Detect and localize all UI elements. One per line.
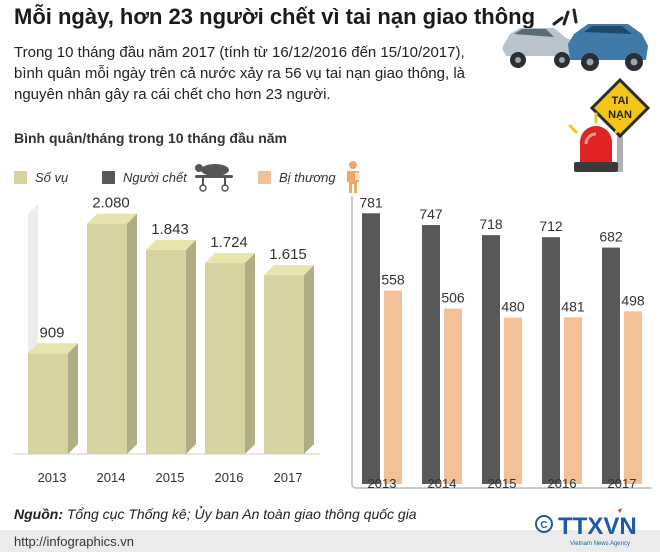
- bar-side-cases-2013: [68, 343, 78, 454]
- bar-injured-2013: [384, 290, 402, 484]
- legend-swatch-cases: [14, 170, 27, 184]
- bar-cases-2017: [264, 275, 304, 454]
- bar-deaths-2016: [542, 237, 560, 484]
- ttxvn-logo: C TTXVN Vietnam News Agency: [535, 508, 637, 547]
- bar-injured-2017: [624, 311, 642, 484]
- data-label-injured-2015: 480: [501, 299, 525, 315]
- bar-injured-2015: [504, 317, 522, 484]
- x-tick-left-2015: 2015: [156, 470, 185, 485]
- bar-top-cases-2016: [205, 253, 255, 264]
- injured-person-icon: [346, 161, 361, 193]
- bar-injured-2014: [444, 308, 462, 484]
- x-tick-right-2017: 2017: [608, 476, 637, 491]
- x-tick-right-2015: 2015: [488, 476, 517, 491]
- logo-text: TTXVN: [558, 513, 637, 540]
- legend-label-cases: Số vụ: [35, 169, 69, 185]
- bar-cases-2015: [146, 249, 186, 454]
- data-label-cases-2013: 909: [39, 324, 64, 341]
- bar-top-cases-2017: [264, 265, 314, 276]
- accident-sign-icon: TAI NẠN: [590, 78, 650, 172]
- data-label-deaths-2017: 682: [599, 229, 623, 245]
- x-tick-left-2017: 2017: [274, 470, 303, 485]
- footer-url[interactable]: http://infographics.vn: [14, 534, 134, 549]
- data-label-deaths-2014: 747: [419, 206, 443, 222]
- data-label-cases-2016: 1.724: [210, 234, 248, 251]
- sign-text-2: NẠN: [608, 109, 632, 121]
- copyright-icon: [535, 515, 553, 533]
- chart-subtitle: Bình quân/tháng trong 10 tháng đầu năm: [14, 130, 287, 146]
- bar-side-cases-2017: [304, 265, 314, 454]
- source-text: Tổng cục Thống kê; Ủy ban An toàn giao t…: [66, 506, 417, 522]
- bar-top-cases-2015: [146, 239, 196, 250]
- x-tick-left-2013: 2013: [38, 470, 67, 485]
- data-label-cases-2017: 1.615: [269, 246, 307, 263]
- data-label-deaths-2013: 781: [359, 194, 383, 210]
- charts-svg: 909 2013 2.080 2014 1.843 2015 1.724 2016 1.615 2…: [14, 194, 652, 491]
- data-label-injured-2013: 558: [381, 272, 405, 288]
- x-tick-right-2016: 2016: [548, 476, 577, 491]
- logo-subtext: Vietnam News Agency: [570, 541, 630, 547]
- data-label-injured-2014: 506: [441, 290, 465, 306]
- data-label-injured-2017: 498: [621, 292, 645, 308]
- x-tick-left-2016: 2016: [215, 470, 244, 485]
- legend-item-injured: Bị thương: [258, 160, 364, 194]
- emergency-siren-icon: [568, 112, 624, 172]
- x-tick-right-2014: 2014: [428, 476, 457, 491]
- page-title: Mỗi ngày, hơn 23 người chết vì tai nạn g…: [14, 4, 536, 29]
- bar-side-cases-2014: [127, 213, 137, 454]
- legend: Số vụ Người chết Bị thương: [14, 160, 414, 194]
- legend-swatch-injured: [258, 170, 271, 184]
- data-label-deaths-2016: 712: [539, 218, 563, 234]
- svg-text:C: C: [540, 520, 547, 531]
- bar-deaths-2015: [482, 235, 500, 484]
- sign-text-1: TAI: [612, 95, 629, 107]
- bar-deaths-2017: [602, 247, 620, 484]
- bar-side-cases-2015: [186, 239, 196, 454]
- data-label-cases-2014: 2.080: [92, 195, 130, 212]
- legend-item-cases: Số vụ: [14, 160, 68, 194]
- bar-deaths-2014: [422, 225, 440, 485]
- data-label-cases-2015: 1.843: [151, 221, 189, 238]
- bar-top-cases-2014: [87, 213, 137, 224]
- legend-swatch-deaths: [102, 170, 115, 184]
- source-note: Nguồn: Tổng cục Thống kê; Ủy ban An toàn…: [14, 506, 417, 522]
- bar-side-cases-2016: [245, 253, 255, 454]
- footer-bar: [0, 530, 660, 552]
- legend-item-deaths: Người chết: [102, 160, 235, 194]
- bar-top-cases-2013: [28, 343, 78, 354]
- bar-deaths-2013: [362, 213, 380, 484]
- stretcher-icon: [194, 164, 233, 192]
- x-tick-left-2014: 2014: [97, 470, 126, 485]
- bar-cases-2014: [87, 223, 127, 454]
- bar-injured-2016: [564, 317, 582, 484]
- legend-label-injured: Bị thương: [279, 169, 336, 185]
- car-crash-icon: [502, 8, 648, 71]
- bar-cases-2016: [205, 263, 245, 454]
- intro-text: Trong 10 tháng đầu năm 2017 (tính từ 16/…: [14, 44, 465, 103]
- legend-label-deaths: Người chết: [123, 169, 187, 185]
- x-tick-right-2013: 2013: [368, 476, 397, 491]
- data-label-deaths-2015: 718: [479, 216, 503, 232]
- bar-cases-2013: [28, 353, 68, 454]
- source-label: Nguồn:: [14, 506, 63, 522]
- data-label-injured-2016: 481: [561, 298, 585, 314]
